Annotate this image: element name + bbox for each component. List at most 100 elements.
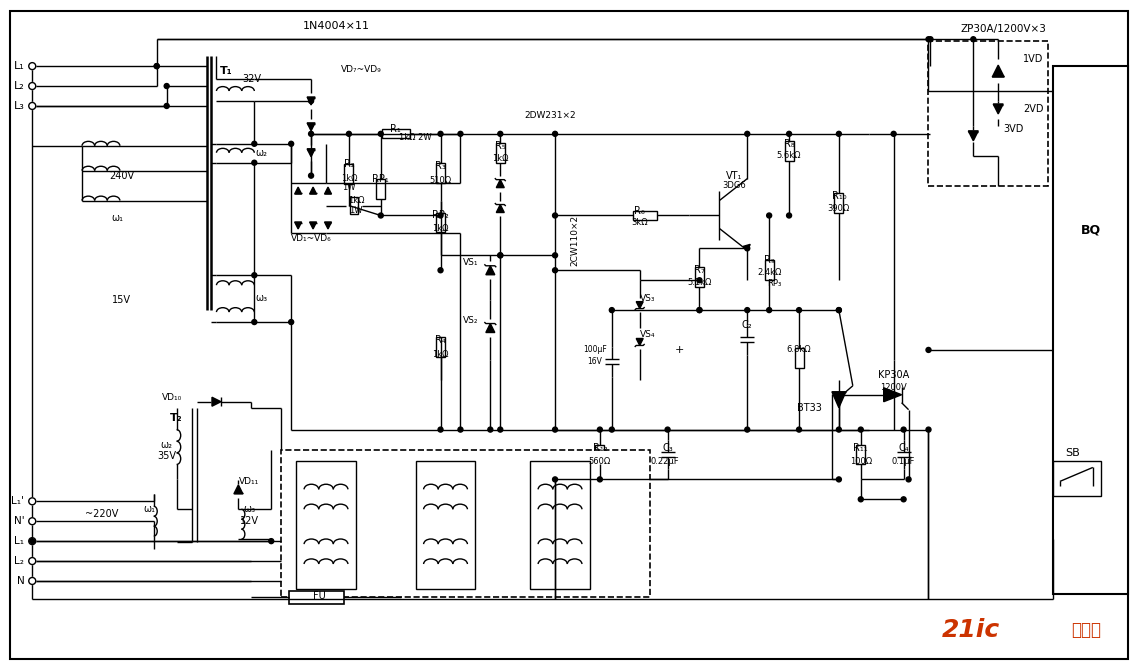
Bar <box>436 212 445 232</box>
Circle shape <box>438 268 443 273</box>
Polygon shape <box>295 187 302 194</box>
Text: VS₃: VS₃ <box>640 294 655 303</box>
Circle shape <box>744 132 750 136</box>
Text: N: N <box>17 576 24 586</box>
Text: 1200V: 1200V <box>881 383 907 392</box>
Text: 1VD: 1VD <box>1023 54 1044 64</box>
Text: R₁₀: R₁₀ <box>832 190 847 200</box>
Circle shape <box>289 142 294 146</box>
Text: ω₂: ω₂ <box>255 148 267 158</box>
Polygon shape <box>636 339 643 345</box>
Circle shape <box>696 307 702 313</box>
Circle shape <box>836 427 841 432</box>
Circle shape <box>744 307 750 313</box>
Polygon shape <box>310 222 316 229</box>
Polygon shape <box>496 180 504 188</box>
Text: 16V: 16V <box>587 357 602 366</box>
Circle shape <box>926 427 931 432</box>
Bar <box>436 163 445 182</box>
Text: 3DG6: 3DG6 <box>723 181 747 190</box>
Text: 2DW231×2: 2DW231×2 <box>525 112 576 120</box>
Text: 0.1μF: 0.1μF <box>892 457 915 466</box>
Circle shape <box>378 213 384 218</box>
Circle shape <box>609 307 615 313</box>
Text: R₆: R₆ <box>634 206 645 216</box>
Text: 12V: 12V <box>240 516 258 526</box>
Polygon shape <box>324 222 331 229</box>
Text: ω₁: ω₁ <box>143 504 156 514</box>
Bar <box>349 196 357 214</box>
Text: 390Ω: 390Ω <box>827 204 850 213</box>
Bar <box>1053 66 1128 594</box>
Text: R₅: R₅ <box>495 141 505 151</box>
Text: KP30A: KP30A <box>879 370 909 380</box>
Bar <box>1053 462 1100 496</box>
Circle shape <box>308 132 314 136</box>
Circle shape <box>797 307 801 313</box>
Text: L₂: L₂ <box>15 556 24 566</box>
Circle shape <box>836 307 841 313</box>
Circle shape <box>308 98 314 104</box>
Text: +: + <box>675 345 684 355</box>
Text: 电子网: 电子网 <box>1072 621 1102 639</box>
Text: 2CW110×2: 2CW110×2 <box>570 215 579 266</box>
Circle shape <box>927 37 933 41</box>
Circle shape <box>308 173 314 178</box>
Circle shape <box>767 307 772 313</box>
Circle shape <box>251 160 257 165</box>
Circle shape <box>836 307 841 313</box>
Polygon shape <box>307 97 315 105</box>
Circle shape <box>906 477 912 482</box>
Text: 1kΩ: 1kΩ <box>432 224 448 233</box>
Text: 2VD: 2VD <box>1023 104 1044 114</box>
Text: R₃: R₃ <box>435 161 446 171</box>
Circle shape <box>457 427 463 432</box>
Bar <box>296 462 356 589</box>
Text: ω₃: ω₃ <box>244 504 255 514</box>
Text: BT33: BT33 <box>797 403 822 413</box>
Text: RP₁: RP₁ <box>372 174 389 184</box>
Circle shape <box>744 427 750 432</box>
Circle shape <box>665 427 670 432</box>
Polygon shape <box>324 187 331 194</box>
Bar <box>377 178 386 198</box>
Text: C₄: C₄ <box>898 442 909 452</box>
Text: C₃: C₃ <box>662 442 673 452</box>
Bar <box>281 450 650 597</box>
Text: 1W: 1W <box>349 206 363 215</box>
Text: 560Ω: 560Ω <box>588 457 611 466</box>
Text: 0.22μF: 0.22μF <box>650 457 679 466</box>
Text: 1kΩ: 1kΩ <box>340 174 357 183</box>
Text: 3kΩ: 3kΩ <box>632 218 648 227</box>
Circle shape <box>553 213 558 218</box>
Circle shape <box>269 538 274 544</box>
Text: 5.1kΩ: 5.1kΩ <box>687 278 711 287</box>
Text: ω₃: ω₃ <box>255 293 267 303</box>
Polygon shape <box>993 104 1004 114</box>
Text: R₂: R₂ <box>344 159 354 169</box>
Text: R₇: R₇ <box>694 265 704 275</box>
Circle shape <box>30 538 35 544</box>
Bar <box>345 164 354 184</box>
Polygon shape <box>234 485 242 494</box>
Text: 6.8kΩ: 6.8kΩ <box>786 345 811 355</box>
Circle shape <box>497 253 503 258</box>
Circle shape <box>926 347 931 353</box>
Circle shape <box>164 84 170 89</box>
Circle shape <box>553 132 558 136</box>
Text: BQ: BQ <box>1081 224 1100 237</box>
Circle shape <box>597 477 602 482</box>
Circle shape <box>836 477 841 482</box>
Circle shape <box>497 132 503 136</box>
Circle shape <box>251 142 257 146</box>
Text: VS₂: VS₂ <box>463 315 478 325</box>
Circle shape <box>497 253 503 258</box>
Text: RP₂: RP₂ <box>432 210 448 220</box>
Text: L₁: L₁ <box>15 536 24 546</box>
Bar <box>834 192 843 212</box>
Polygon shape <box>310 187 316 194</box>
Text: 1kΩ: 1kΩ <box>347 196 364 205</box>
Circle shape <box>901 497 906 502</box>
Circle shape <box>553 427 558 432</box>
Circle shape <box>836 132 841 136</box>
